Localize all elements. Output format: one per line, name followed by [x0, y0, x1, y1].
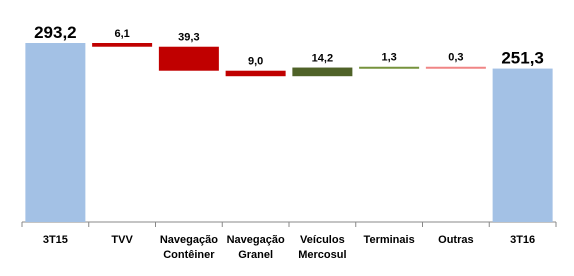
- value-label: 293,2: [34, 23, 77, 42]
- x-tick-label: Veículos Mercosul: [298, 234, 347, 261]
- value-label: 1,3: [381, 52, 396, 64]
- x-tick-label: 3T16: [510, 234, 536, 246]
- bar: [359, 66, 420, 69]
- bar: [225, 70, 286, 77]
- value-label: 39,3: [178, 32, 199, 44]
- value-label: 251,3: [501, 49, 544, 68]
- x-tick-label: Outras: [438, 234, 474, 246]
- bar: [92, 43, 153, 47]
- value-label: 14,2: [312, 53, 333, 65]
- value-label: 9,0: [248, 56, 263, 68]
- bar: [25, 43, 86, 222]
- x-tick-label: Navegação Granel: [226, 234, 285, 261]
- x-tick-label: Navegação Contêiner: [159, 234, 218, 261]
- x-tick-label: TVV: [111, 234, 133, 246]
- bar: [292, 67, 353, 77]
- value-label: 6,1: [114, 28, 129, 40]
- x-tick-label: Terminais: [363, 234, 415, 246]
- bar: [425, 66, 486, 69]
- x-tick-label: 3T15: [42, 234, 68, 246]
- bar: [492, 68, 553, 223]
- value-label: 0,3: [448, 52, 463, 64]
- bar: [158, 46, 219, 71]
